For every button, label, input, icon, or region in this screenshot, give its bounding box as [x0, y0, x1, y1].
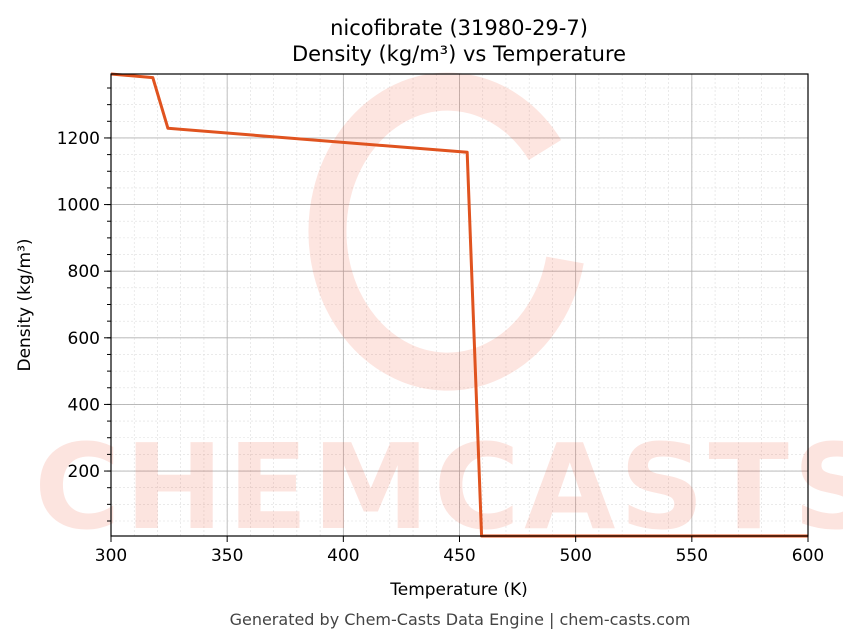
chart-subtitle: Density (kg/m³) vs Temperature — [292, 42, 626, 66]
y-tick-label: 400 — [68, 395, 100, 415]
axis-ticks: 300 350 400 450 500 550 600 200 400 600 800 1000 120… — [57, 87, 824, 566]
watermark: CHEMCASTS — [34, 72, 843, 556]
y-tick-label: 600 — [68, 329, 100, 349]
y-tick-label: 1200 — [57, 129, 100, 149]
x-axis-label: Temperature (K) — [389, 580, 528, 600]
major-grid — [110, 74, 809, 536]
x-tick-label: 450 — [443, 546, 475, 566]
footer-credit: Generated by Chem-Casts Data Engine | ch… — [230, 610, 691, 629]
x-tick-label: 550 — [676, 546, 708, 566]
y-axis-label: Density (kg/m³) — [15, 238, 35, 371]
y-tick-label: 1000 — [57, 196, 100, 216]
y-tick-label: 800 — [68, 262, 100, 282]
chart-title: nicofibrate (31980-29-7) — [330, 16, 588, 40]
x-tick-label: 350 — [211, 546, 243, 566]
x-tick-label: 300 — [95, 546, 127, 566]
y-tick-label: 200 — [68, 462, 100, 482]
x-tick-label: 400 — [327, 546, 359, 566]
x-tick-label: 600 — [792, 546, 824, 566]
svg-text:CHEMCASTS: CHEMCASTS — [34, 418, 843, 556]
x-tick-label: 500 — [559, 546, 591, 566]
